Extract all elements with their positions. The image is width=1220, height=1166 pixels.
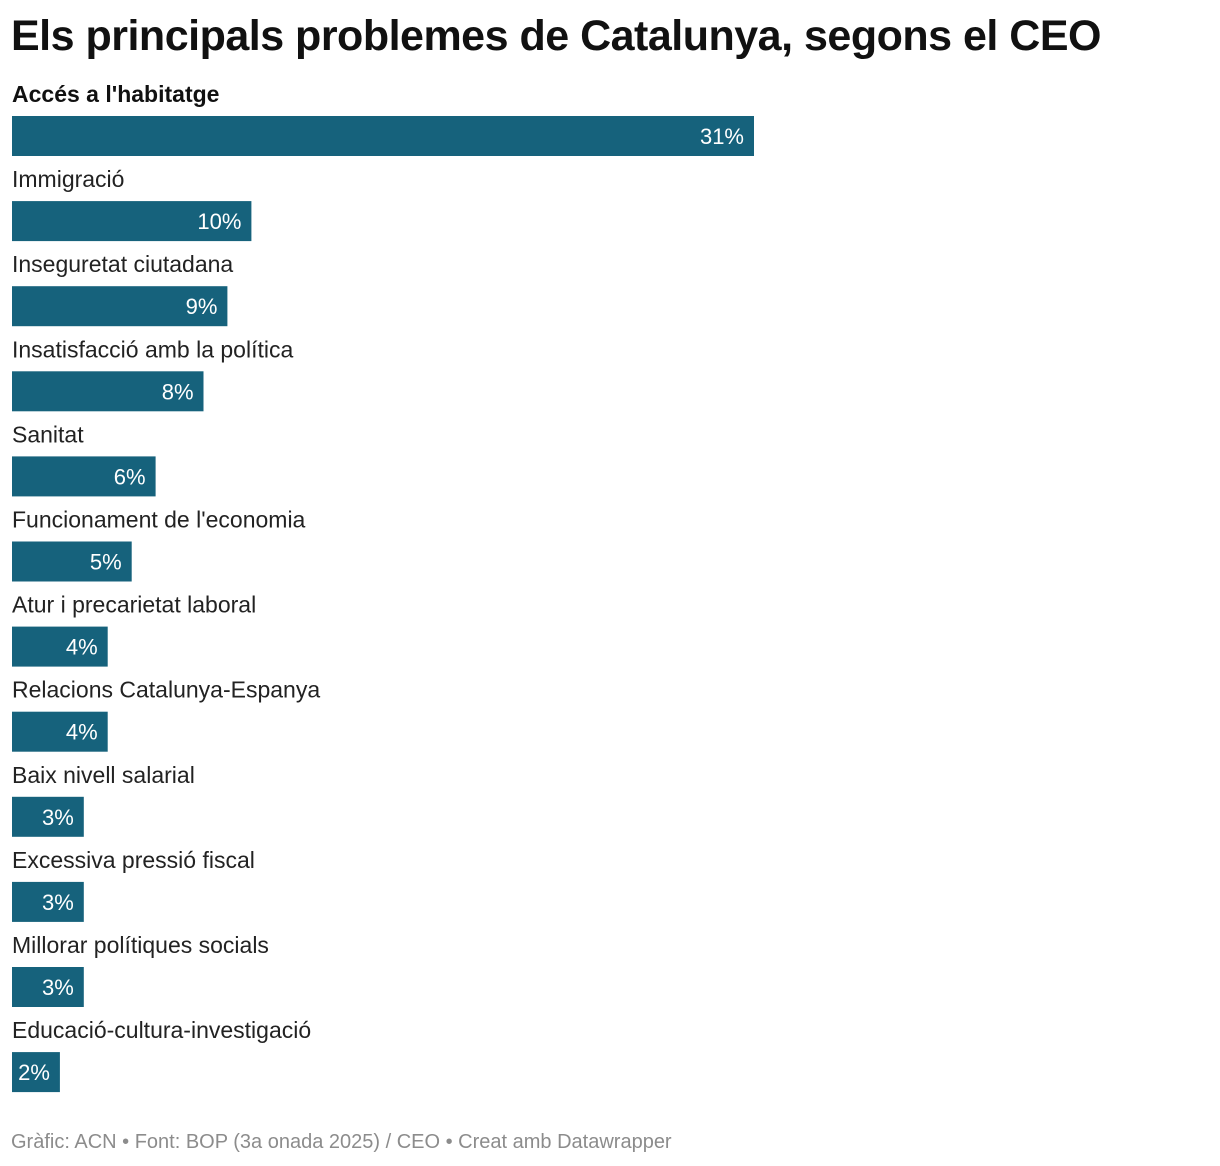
value-label: 9% [186,294,218,319]
category-label: Educació-cultura-investigació [12,1017,311,1043]
value-label: 6% [114,464,146,489]
bar-row-immigracio: Immigració 10% [12,166,252,242]
value-label: 4% [66,720,98,745]
value-label: 2% [18,1060,50,1085]
bar [12,201,252,242]
bar [12,626,108,667]
bar [12,371,204,412]
bar [12,116,754,156]
bar-row-baix-nivell-salarial: Baix nivell salarial 3% [12,762,195,837]
value-label: 10% [197,209,241,234]
bar-row-inseguretat-ciutadana: Inseguretat ciutadana 9% [12,251,233,327]
category-label: Insatisfacció amb la política [12,336,293,362]
bar [12,456,156,497]
category-label: Accés a l'habitatge [12,81,219,107]
bar-row-sanitat: Sanitat 6% [12,421,156,497]
bar [12,1052,60,1093]
bar-row-funcionament-de-l-economia: Funcionament de l'economia 5% [12,507,306,582]
chart-title: Els principals problemes de Catalunya, s… [11,12,1101,60]
category-label: Baix nivell salarial [12,762,195,788]
category-label: Immigració [12,166,124,192]
bar-row-atur-i-precarietat-laboral: Atur i precarietat laboral 4% [12,592,256,667]
category-label: Funcionament de l'economia [12,507,306,533]
bar-row-excessiva-pressio-fiscal: Excessiva pressió fiscal 3% [12,847,255,922]
bar-row-relacions-catalunya-espanya: Relacions Catalunya-Espanya 4% [12,677,320,752]
category-label: Excessiva pressió fiscal [12,847,255,873]
category-label: Atur i precarietat laboral [12,592,256,618]
category-label: Inseguretat ciutadana [12,251,233,277]
category-label: Relacions Catalunya-Espanya [12,677,320,703]
bars-layer: Accés a l'habitatge 31% Immigració 10% Inseg… [12,81,754,1093]
value-label: 3% [42,890,74,915]
category-label: Sanitat [12,421,84,447]
bar-row-educacio-cultura-investigacio: Educació-cultura-investigació 2% [12,1017,311,1093]
value-label: 8% [162,379,194,404]
value-label: 3% [42,805,74,830]
category-label: Millorar polítiques socials [12,932,269,958]
bar [12,541,132,582]
value-label: 3% [42,975,74,1000]
bar-row-acces-a-l-habitatge: Accés a l'habitatge 31% [12,81,754,156]
bar [12,286,228,327]
bar [12,967,84,1007]
bar [12,796,84,837]
value-label: 5% [90,550,122,575]
bar-row-millorar-politiques-socials: Millorar polítiques socials 3% [12,932,269,1007]
bar-row-insatisfaccio-amb-la-politica: Insatisfacció amb la política 8% [12,336,293,412]
chart-footer-credit: Gràfic: ACN • Font: BOP (3a onada 2025) … [11,1131,672,1153]
bar [12,881,84,922]
bar-chart: Accés a l'habitatge 31% Immigració 10% Inseg… [12,81,754,1093]
value-label: 4% [66,635,98,660]
bar [12,711,108,752]
value-label: 31% [700,124,744,149]
